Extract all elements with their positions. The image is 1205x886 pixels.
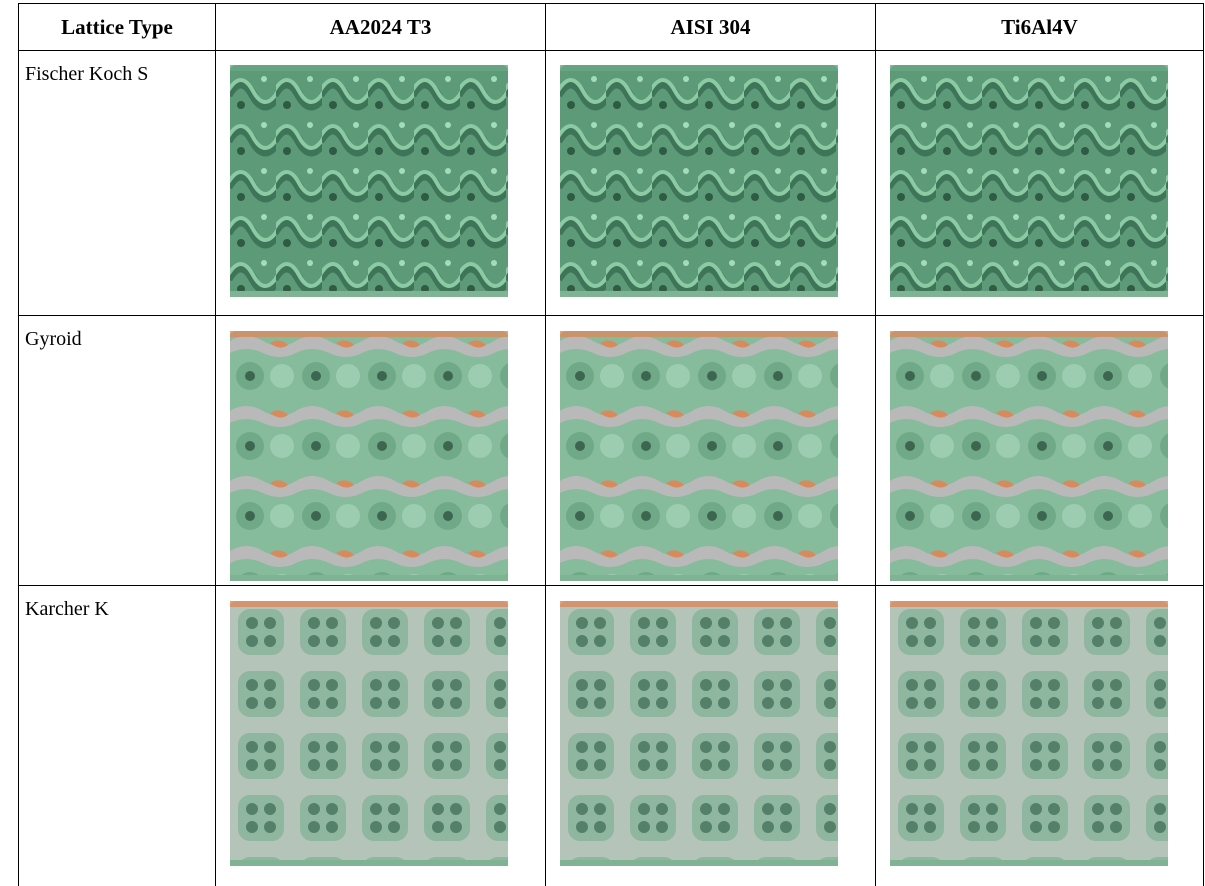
image-cell: [546, 51, 876, 316]
render-group: [560, 65, 838, 297]
lattice-body: [560, 65, 838, 297]
lattice-base: [560, 291, 838, 297]
render-group: [560, 331, 838, 581]
image-cell: [546, 316, 876, 586]
render-group: [230, 331, 508, 581]
render-group: [560, 601, 838, 866]
lattice-render: [876, 316, 1186, 584]
lattice-body: [230, 65, 508, 297]
lattice-render: [546, 316, 856, 584]
header-row: Lattice Type AA2024 T3 AISI 304 Ti6Al4V: [19, 4, 1204, 51]
lattice-render: [876, 586, 1186, 884]
table-row: Karcher K: [19, 586, 1204, 886]
lattice-top-edge: [230, 65, 508, 71]
lattice-top-edge: [890, 65, 1168, 71]
lattice-top-edge: [560, 601, 838, 607]
lattice-render: [216, 316, 526, 584]
lattice-base: [890, 291, 1168, 297]
header-cell: AA2024 T3: [216, 4, 546, 51]
lattice-name: Karcher K: [19, 586, 216, 886]
lattice-body: [560, 601, 838, 866]
render-group: [890, 601, 1168, 866]
lattice-body: [230, 331, 508, 581]
lattice-body: [890, 331, 1168, 581]
lattice-name: Gyroid: [19, 316, 216, 586]
image-cell: [876, 586, 1204, 886]
lattice-top-edge: [890, 601, 1168, 607]
lattice-render: [546, 586, 856, 884]
image-cell: [546, 586, 876, 886]
header-cell: Lattice Type: [19, 4, 216, 51]
lattice-body: [230, 601, 508, 866]
lattice-render: [216, 586, 526, 884]
lattice-base: [890, 860, 1168, 866]
lattice-top-edge: [230, 331, 508, 337]
lattice-base: [560, 575, 838, 581]
lattice-body: [890, 601, 1168, 866]
lattice-base: [230, 575, 508, 581]
image-cell: [876, 316, 1204, 586]
lattice-render: [216, 51, 526, 314]
lattice-base: [560, 860, 838, 866]
lattice-base: [230, 860, 508, 866]
lattice-render: [546, 51, 856, 314]
image-cell: [876, 51, 1204, 316]
lattice-base: [890, 575, 1168, 581]
table-row: Fischer Koch S: [19, 51, 1204, 316]
lattice-render: [876, 51, 1186, 314]
header-cell: AISI 304: [546, 4, 876, 51]
table-row: Gyroid: [19, 316, 1204, 586]
render-group: [230, 601, 508, 866]
lattice-name: Fischer Koch S: [19, 51, 216, 316]
image-cell: [216, 586, 546, 886]
lattice-body: [560, 331, 838, 581]
lattice-top-edge: [890, 331, 1168, 337]
render-group: [890, 65, 1168, 297]
render-group: [230, 65, 508, 297]
render-group: [890, 331, 1168, 581]
lattice-base: [230, 291, 508, 297]
lattice-table: Lattice Type AA2024 T3 AISI 304 Ti6Al4V …: [18, 3, 1204, 886]
image-cell: [216, 316, 546, 586]
lattice-top-edge: [560, 331, 838, 337]
lattice-top-edge: [560, 65, 838, 71]
lattice-body: [890, 65, 1168, 297]
lattice-top-edge: [230, 601, 508, 607]
page: Lattice Type AA2024 T3 AISI 304 Ti6Al4V …: [0, 0, 1205, 885]
image-cell: [216, 51, 546, 316]
header-cell: Ti6Al4V: [876, 4, 1204, 51]
